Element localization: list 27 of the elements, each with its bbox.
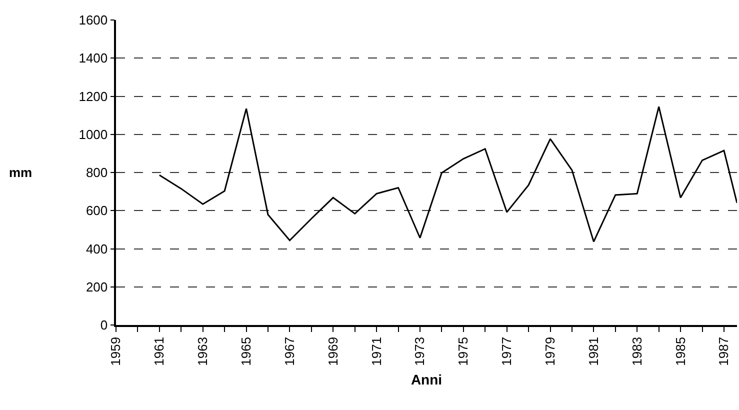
y-tick-label: 400 <box>86 241 108 256</box>
x-tick-label: 1981 <box>586 336 601 366</box>
y-tick-label: 600 <box>86 203 108 218</box>
line-series <box>158 106 737 242</box>
y-tick-label: 1000 <box>78 126 108 142</box>
y-tick-label: 1600 <box>78 12 108 28</box>
x-tick-label: 1971 <box>368 336 384 366</box>
y-axis-title: mm <box>9 165 32 180</box>
x-axis-title: Anni <box>410 372 442 388</box>
x-tick-label: 1977 <box>499 336 514 366</box>
x-tick-label: 1983 <box>629 336 644 366</box>
x-tick-label: 1985 <box>672 336 688 366</box>
x-tick-label: 1979 <box>542 336 558 366</box>
x-tick-label: 1965 <box>238 336 254 366</box>
y-tick-label: 1400 <box>78 50 108 66</box>
x-tick-label: 1967 <box>282 336 297 366</box>
x-tick-label: 1973 <box>412 336 428 366</box>
y-tick-label: 800 <box>86 165 108 180</box>
x-tick-label: 1963 <box>195 336 210 366</box>
x-tick-label: 1975 <box>456 336 471 366</box>
y-tick-label: 200 <box>86 279 108 294</box>
x-tick-label: 1969 <box>325 336 340 366</box>
x-tick-label: 1987 <box>716 336 732 366</box>
x-tick-label: 1959 <box>108 336 124 366</box>
y-tick-label: 0 <box>100 318 108 333</box>
x-tick-label: 1961 <box>152 336 167 366</box>
y-tick-label: 1200 <box>78 88 108 104</box>
